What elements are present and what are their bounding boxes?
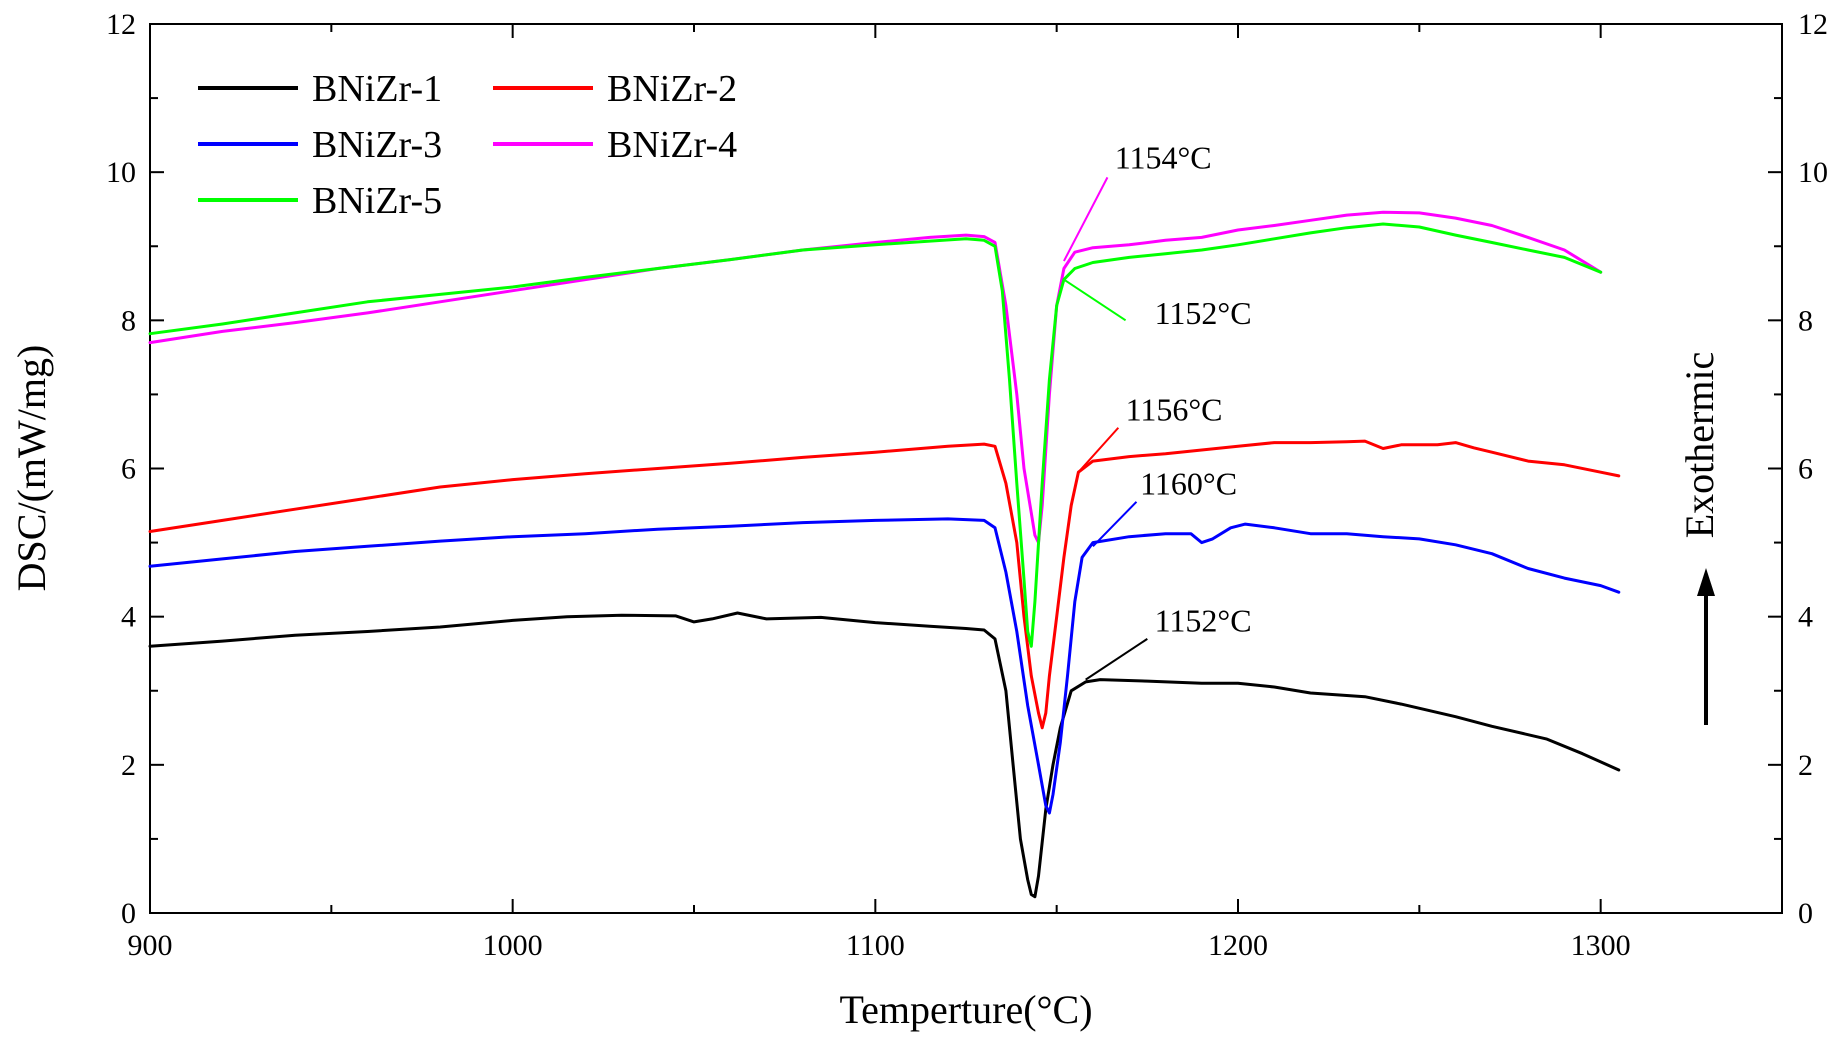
legend: BNiZr-1 BNiZr-2 BNiZr-3 BNiZr-4 BNiZr-5 xyxy=(198,68,737,222)
x-tick-label: 1300 xyxy=(1571,929,1631,962)
y-tick-label-left: 6 xyxy=(121,453,136,486)
y-tick-label-left: 2 xyxy=(121,749,136,782)
series-line-bnizr-3 xyxy=(148,517,1621,815)
x-tick-label: 1200 xyxy=(1208,929,1268,962)
y-tick-label-right: 12 xyxy=(1798,8,1828,41)
legend-label-bnizr-5: BNiZr-5 xyxy=(312,180,442,222)
legend-label-bnizr-2: BNiZr-2 xyxy=(607,68,737,110)
legend-label-bnizr-3: BNiZr-3 xyxy=(312,124,442,166)
axis-tick-labels: 900 1000 1100 1200 1300 0 0 2 2 4 4 6 6 8 8 10 10 12 12 xyxy=(106,8,1828,962)
annotation-label: 1152°C xyxy=(1155,602,1252,638)
x-tick-label: 1100 xyxy=(846,929,905,962)
y-tick-label-right: 0 xyxy=(1798,897,1813,930)
annotation-label: 1152°C xyxy=(1155,295,1252,331)
y-tick-label-right: 6 xyxy=(1798,453,1813,486)
series-line-bnizr-1 xyxy=(148,611,1621,899)
y-tick-label-right: 4 xyxy=(1798,601,1813,634)
exothermic-arrow-head xyxy=(1697,568,1715,596)
x-axis-title: Temperture(°C) xyxy=(839,987,1092,1032)
y-tick-label-left: 4 xyxy=(121,601,136,634)
legend-label-bnizr-1: BNiZr-1 xyxy=(312,68,442,110)
annotation-label: 1154°C xyxy=(1115,139,1212,175)
legend-label-bnizr-4: BNiZr-4 xyxy=(607,124,737,166)
series-line-bnizr-2 xyxy=(148,439,1621,730)
annotation-label: 1156°C xyxy=(1126,391,1223,427)
y-tick-label-left: 8 xyxy=(121,304,136,337)
annotation-label: 1160°C xyxy=(1140,465,1237,501)
annotation-leader xyxy=(1077,427,1120,473)
exothermic-label: Exothermic xyxy=(1677,352,1722,539)
series-line-bnizr-5 xyxy=(148,222,1603,648)
series-line-bnizr-4 xyxy=(148,210,1603,545)
series-group xyxy=(148,210,1621,899)
annotations-group: 1154°C 1152°C 1156°C 1160°C 1152°C xyxy=(1063,139,1252,681)
x-tick-label: 900 xyxy=(128,929,173,962)
y-tick-label-right: 8 xyxy=(1798,304,1813,337)
axis-ticks xyxy=(149,23,1783,914)
y-tick-label-right: 2 xyxy=(1798,749,1813,782)
annotation-leader xyxy=(1092,501,1138,547)
annotation-leader xyxy=(1085,638,1148,681)
y-tick-label-right: 10 xyxy=(1798,156,1828,189)
y-tick-label-left: 10 xyxy=(106,156,136,189)
annotation-leader xyxy=(1063,278,1127,322)
x-tick-label: 1000 xyxy=(483,929,543,962)
annotation-leader xyxy=(1063,176,1109,262)
y-tick-label-left: 12 xyxy=(106,8,136,41)
y-axis-title: DSC/(mW/mg) xyxy=(9,345,54,592)
y-tick-label-left: 0 xyxy=(121,897,136,930)
